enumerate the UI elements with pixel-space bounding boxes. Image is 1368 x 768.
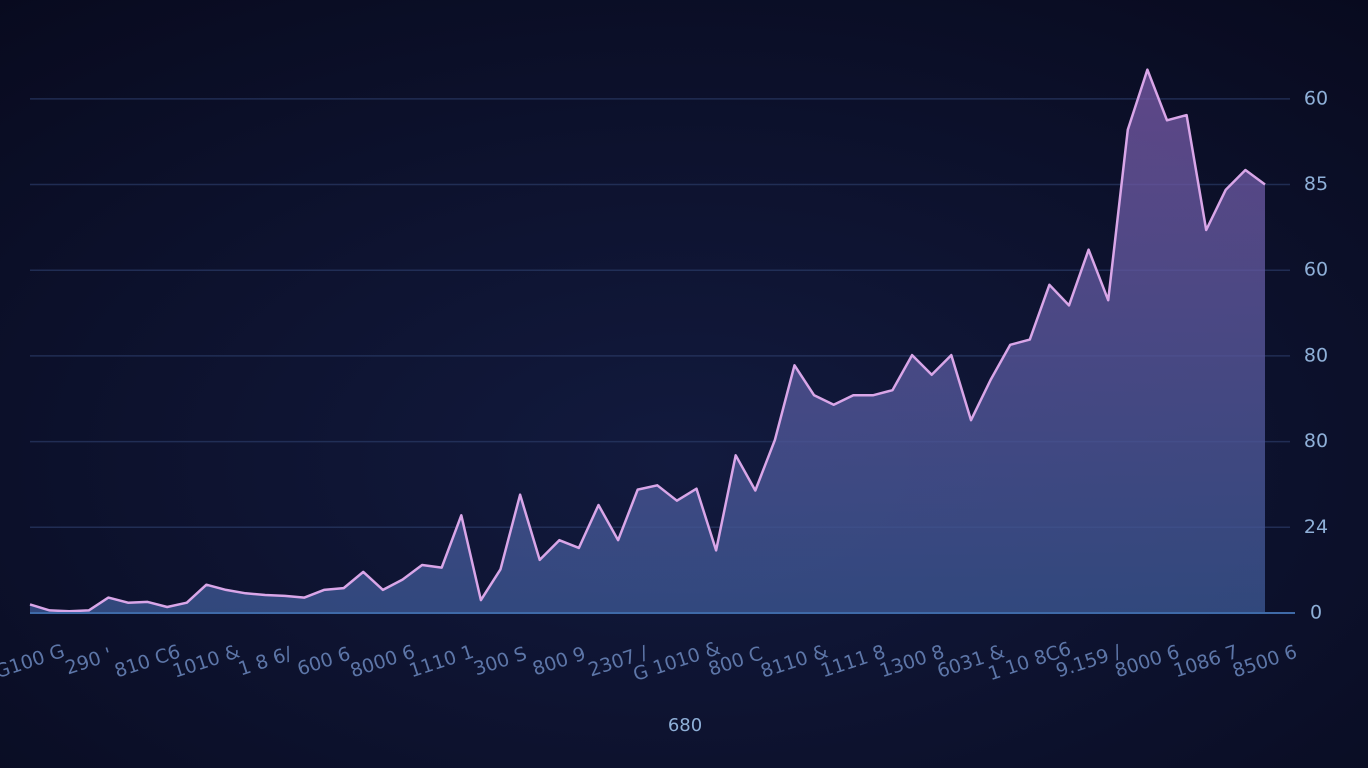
area-fill: [30, 69, 1265, 613]
series-line: [29, 68, 1266, 613]
y-tick-label: 60: [1304, 259, 1328, 281]
y-tick-label: 24: [1304, 516, 1328, 538]
y-tick-label: 60: [1304, 87, 1328, 109]
y-tick-label: 80: [1304, 430, 1328, 452]
y-tick-label: 0: [1310, 602, 1322, 624]
y-tick-label: 80: [1304, 344, 1328, 366]
x-axis-title: 680: [668, 715, 702, 736]
y-tick-label: 85: [1304, 173, 1328, 195]
